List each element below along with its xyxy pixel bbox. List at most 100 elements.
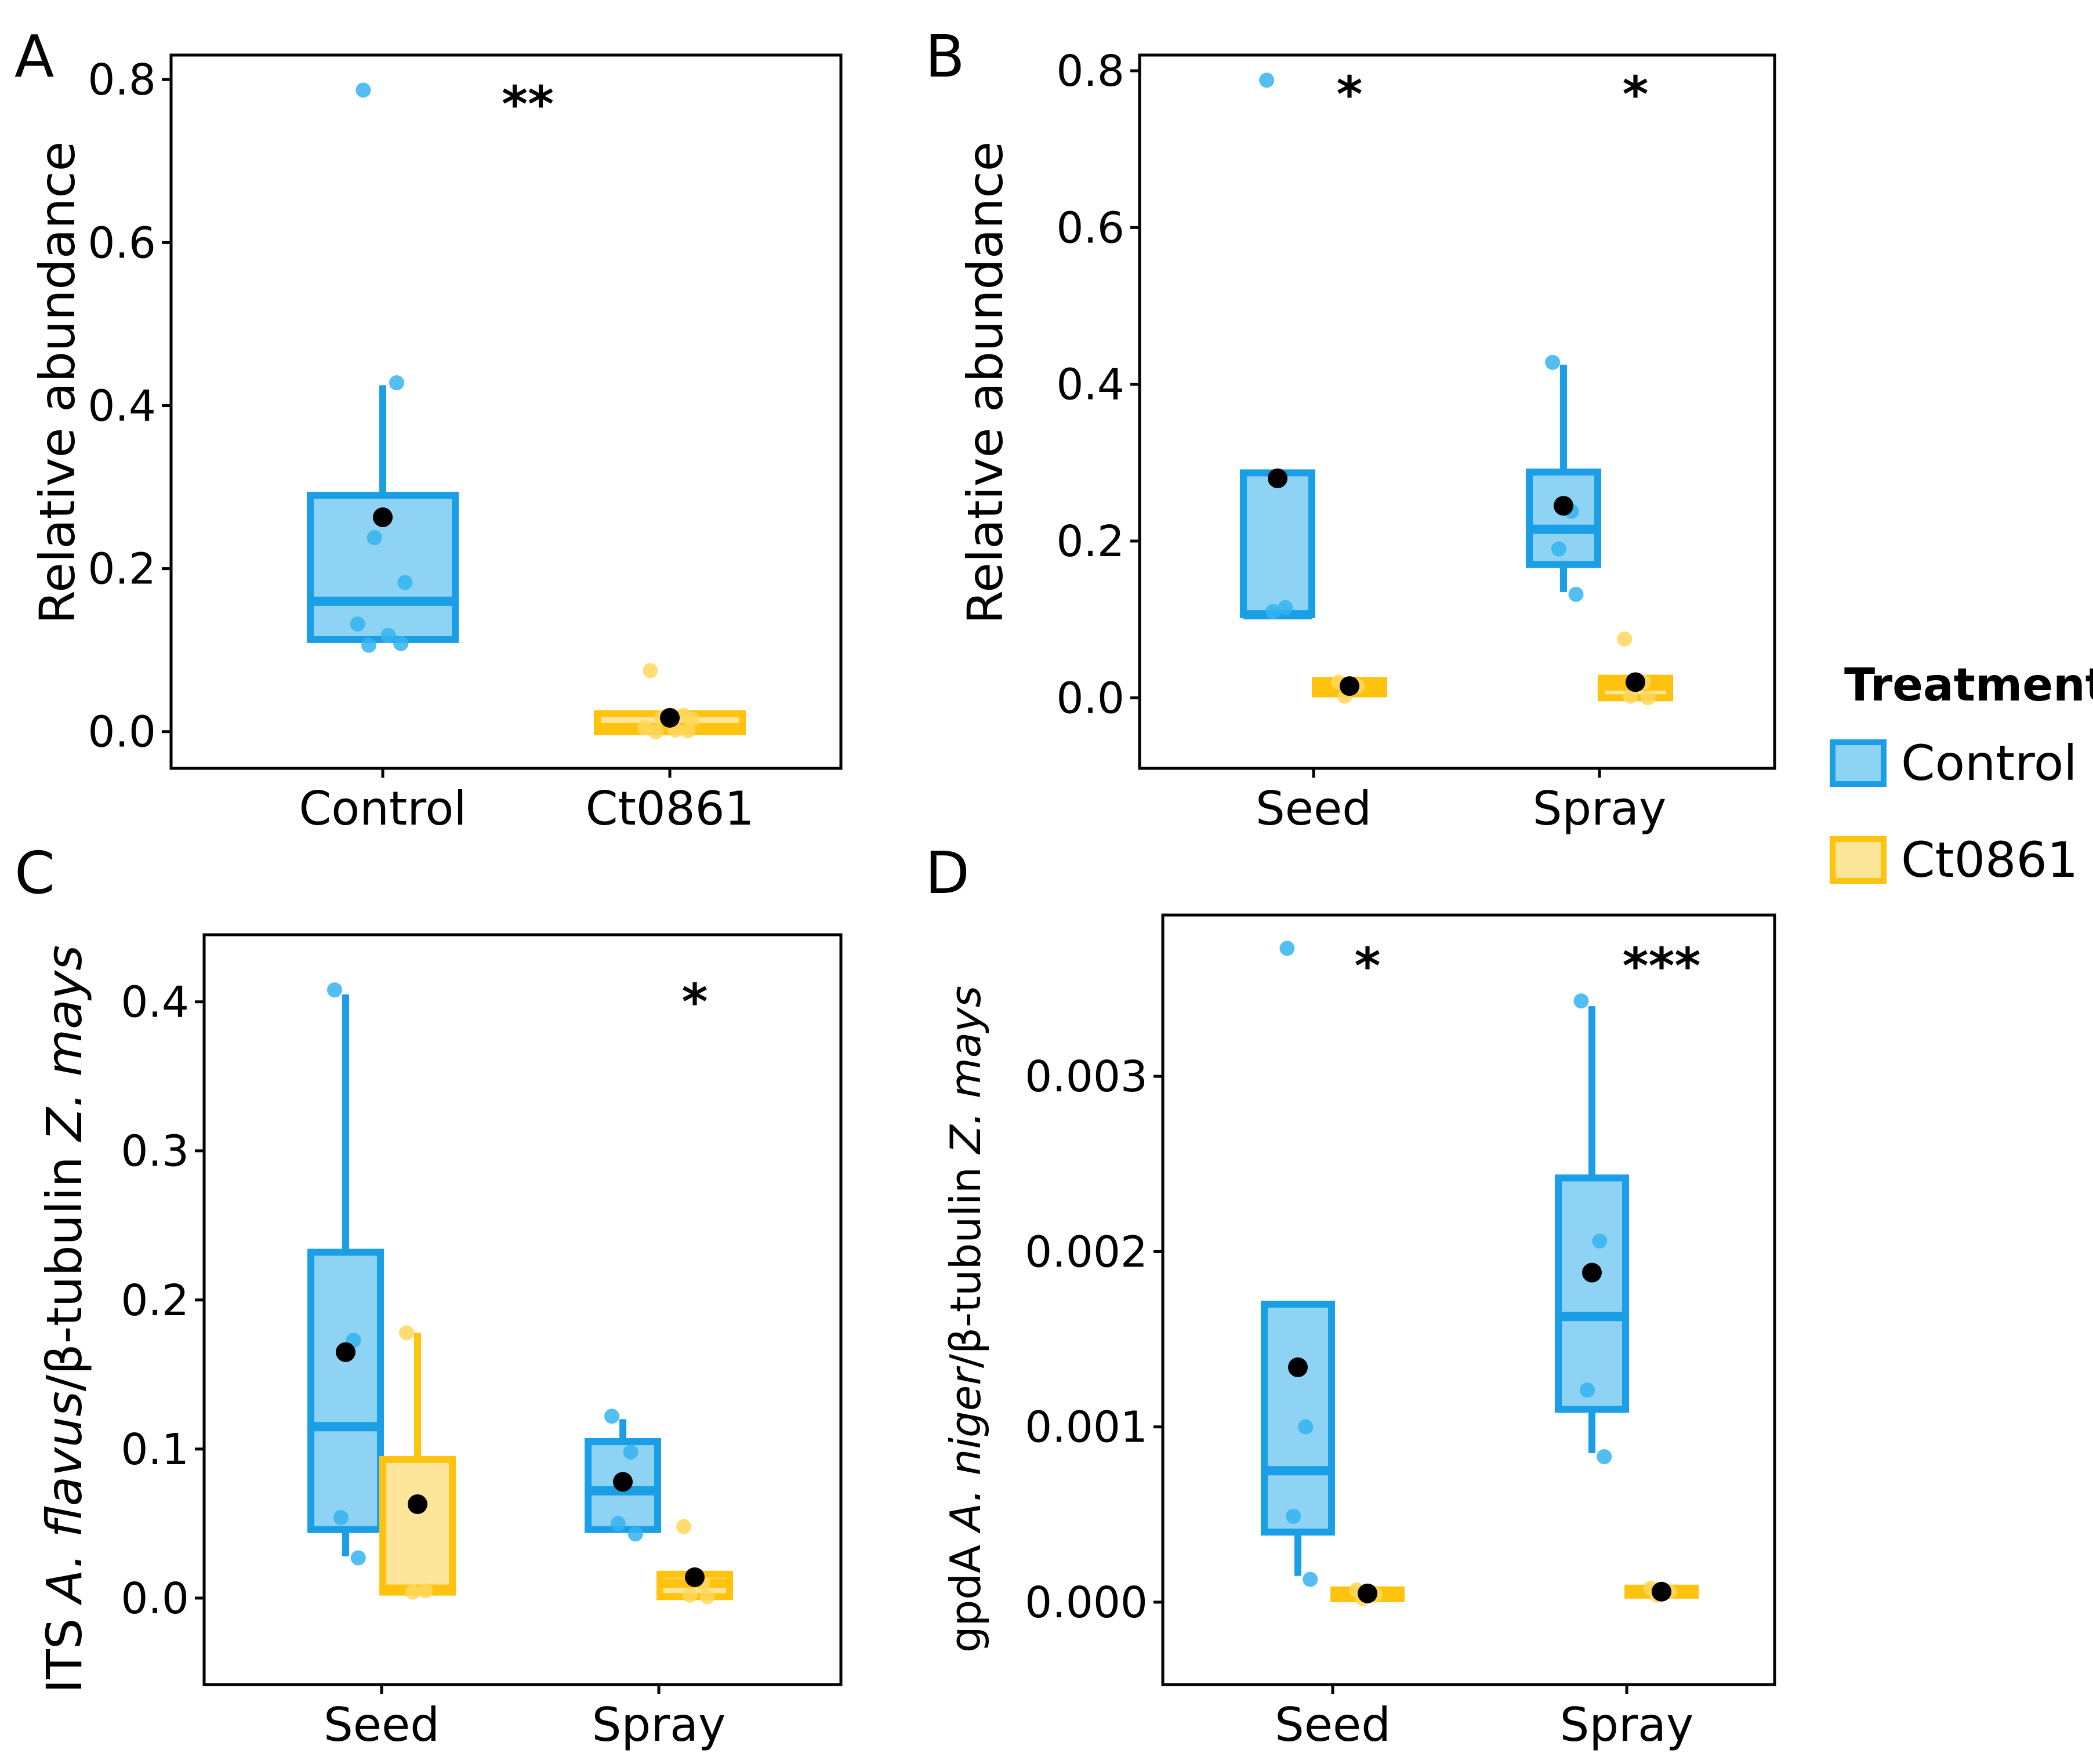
plot-area-a: 0.0 0.2 0.4 0.6 0.8 Control Ct0861 ** <box>88 53 843 836</box>
box-a-control-control <box>307 82 459 653</box>
panel-a: A Relative abundance 0.0 0.2 0.4 0.6 0.8 Cont… <box>14 23 843 836</box>
legend-title: Treatment <box>1844 659 2093 712</box>
box-b-spray-ct <box>1598 631 1673 706</box>
x-category-label-c: Seed <box>324 1698 440 1752</box>
panel-d: D gpdA A. niger/β-tubulin Z. mays 0.000 0… <box>925 839 1776 1752</box>
data-point <box>643 663 658 678</box>
data-point <box>418 1583 433 1599</box>
y-label-c-part-4: Z. mays <box>36 945 93 1142</box>
data-point <box>1303 1571 1318 1587</box>
y-tick-label-d: 0.002 <box>1025 1227 1148 1277</box>
box-c-seed-ct <box>379 1325 456 1600</box>
mean-point <box>613 1472 633 1492</box>
box-d-seed-ct <box>1330 1582 1405 1606</box>
mean-point <box>1288 1357 1308 1377</box>
y-tick-label-d: 0.000 <box>1025 1578 1148 1628</box>
x-category-label-b: Seed <box>1256 782 1372 836</box>
data-point <box>1259 72 1275 88</box>
y-tick-label-c: 0.4 <box>121 978 189 1028</box>
data-point <box>604 1409 619 1424</box>
mean-point <box>1554 496 1573 516</box>
y-axis-label-b: Relative abundance <box>957 141 1014 625</box>
plot-frame-a <box>169 53 843 770</box>
legend-swatch-control <box>1830 739 1887 787</box>
box-iqr <box>1261 1301 1335 1536</box>
data-point <box>389 375 404 391</box>
box-c-spray-control <box>585 1409 661 1542</box>
mean-point <box>1652 1581 1671 1602</box>
y-tick-label-c: 0.2 <box>121 1276 189 1326</box>
plot-frame-b <box>1138 53 1776 770</box>
data-point <box>361 637 376 653</box>
y-label-c-part-1: ITS <box>36 1603 93 1693</box>
y-tick-label-b: 0.2 <box>1056 517 1125 567</box>
plot-frame-c <box>202 933 843 1686</box>
data-point <box>1623 688 1638 704</box>
panel-label-c: C <box>14 839 55 907</box>
panel-label-d: D <box>925 839 970 907</box>
significance-marker-b: * <box>1337 66 1363 124</box>
data-point <box>1580 1382 1595 1398</box>
data-point <box>405 1584 420 1600</box>
mean-point <box>1626 672 1645 692</box>
panel-c: C ITS A. flavus/β-tubulin Z. mays 0.0 0.1… <box>14 839 843 1752</box>
data-point <box>1573 993 1589 1009</box>
box-b-seed-ct <box>1312 674 1387 704</box>
data-point <box>1568 586 1584 602</box>
significance-marker-d: * <box>1355 938 1381 996</box>
x-category-label-a: Ct0861 <box>586 782 755 836</box>
data-point <box>380 627 396 643</box>
y-label-c-part-2: A. flavus <box>36 1391 93 1606</box>
mean-point <box>1340 676 1359 696</box>
data-point <box>676 1519 691 1534</box>
mean-point <box>1582 1262 1602 1283</box>
y-tick-label-a: 0.0 <box>88 707 156 757</box>
y-axis-label-c: ITS A. flavus/β-tubulin Z. mays <box>36 945 93 1693</box>
box-iqr <box>1555 1174 1629 1413</box>
panel-label-b: B <box>925 23 965 90</box>
data-point <box>367 530 382 546</box>
y-tick-label-c: 0.1 <box>121 1425 189 1475</box>
x-category-label-a: Control <box>299 782 466 836</box>
box-d-seed-control <box>1261 941 1335 1587</box>
data-point <box>1551 541 1566 557</box>
box-d-spray-ct <box>1624 1580 1699 1603</box>
data-point <box>398 1325 414 1341</box>
data-point <box>648 724 663 739</box>
data-point <box>684 712 700 727</box>
legend-swatch-ct0861 <box>1830 836 1887 884</box>
mean-point <box>408 1494 427 1514</box>
mean-point <box>660 707 680 728</box>
box-b-seed-control <box>1240 72 1315 620</box>
x-category-label-c: Spray <box>592 1698 726 1752</box>
data-point <box>623 1444 639 1460</box>
data-point <box>350 1550 366 1566</box>
data-point <box>1545 354 1561 370</box>
box-c-seed-control <box>307 982 384 1566</box>
data-point <box>327 982 342 998</box>
y-tick-label-a: 0.8 <box>88 55 156 105</box>
data-point <box>1640 690 1656 706</box>
data-point <box>1279 941 1295 956</box>
y-axis-label-a: Relative abundance <box>29 141 86 625</box>
mean-point <box>1358 1583 1377 1603</box>
legend: Treatment Control Ct0861 <box>1830 659 2093 888</box>
box-d-spray-control <box>1555 993 1629 1465</box>
y-label-d-part-2: A. niger <box>941 1366 990 1534</box>
mean-point <box>373 507 393 528</box>
mean-point <box>1268 468 1287 488</box>
x-category-label-d: Seed <box>1275 1698 1391 1752</box>
data-point <box>356 82 371 98</box>
data-point <box>627 1526 643 1542</box>
y-label-d-part-1: gpdA <box>941 1531 990 1653</box>
mean-point <box>336 1342 356 1362</box>
significance-marker-b: * <box>1623 66 1649 124</box>
y-tick-label-a: 0.2 <box>88 545 156 594</box>
y-label-c-part-3: /β-tubulin <box>36 1141 93 1392</box>
data-point <box>610 1516 626 1531</box>
y-tick-label-a: 0.4 <box>88 381 156 431</box>
y-tick-label-d: 0.001 <box>1025 1403 1148 1453</box>
y-tick-label-b: 0.4 <box>1056 360 1125 410</box>
data-point <box>397 575 413 590</box>
